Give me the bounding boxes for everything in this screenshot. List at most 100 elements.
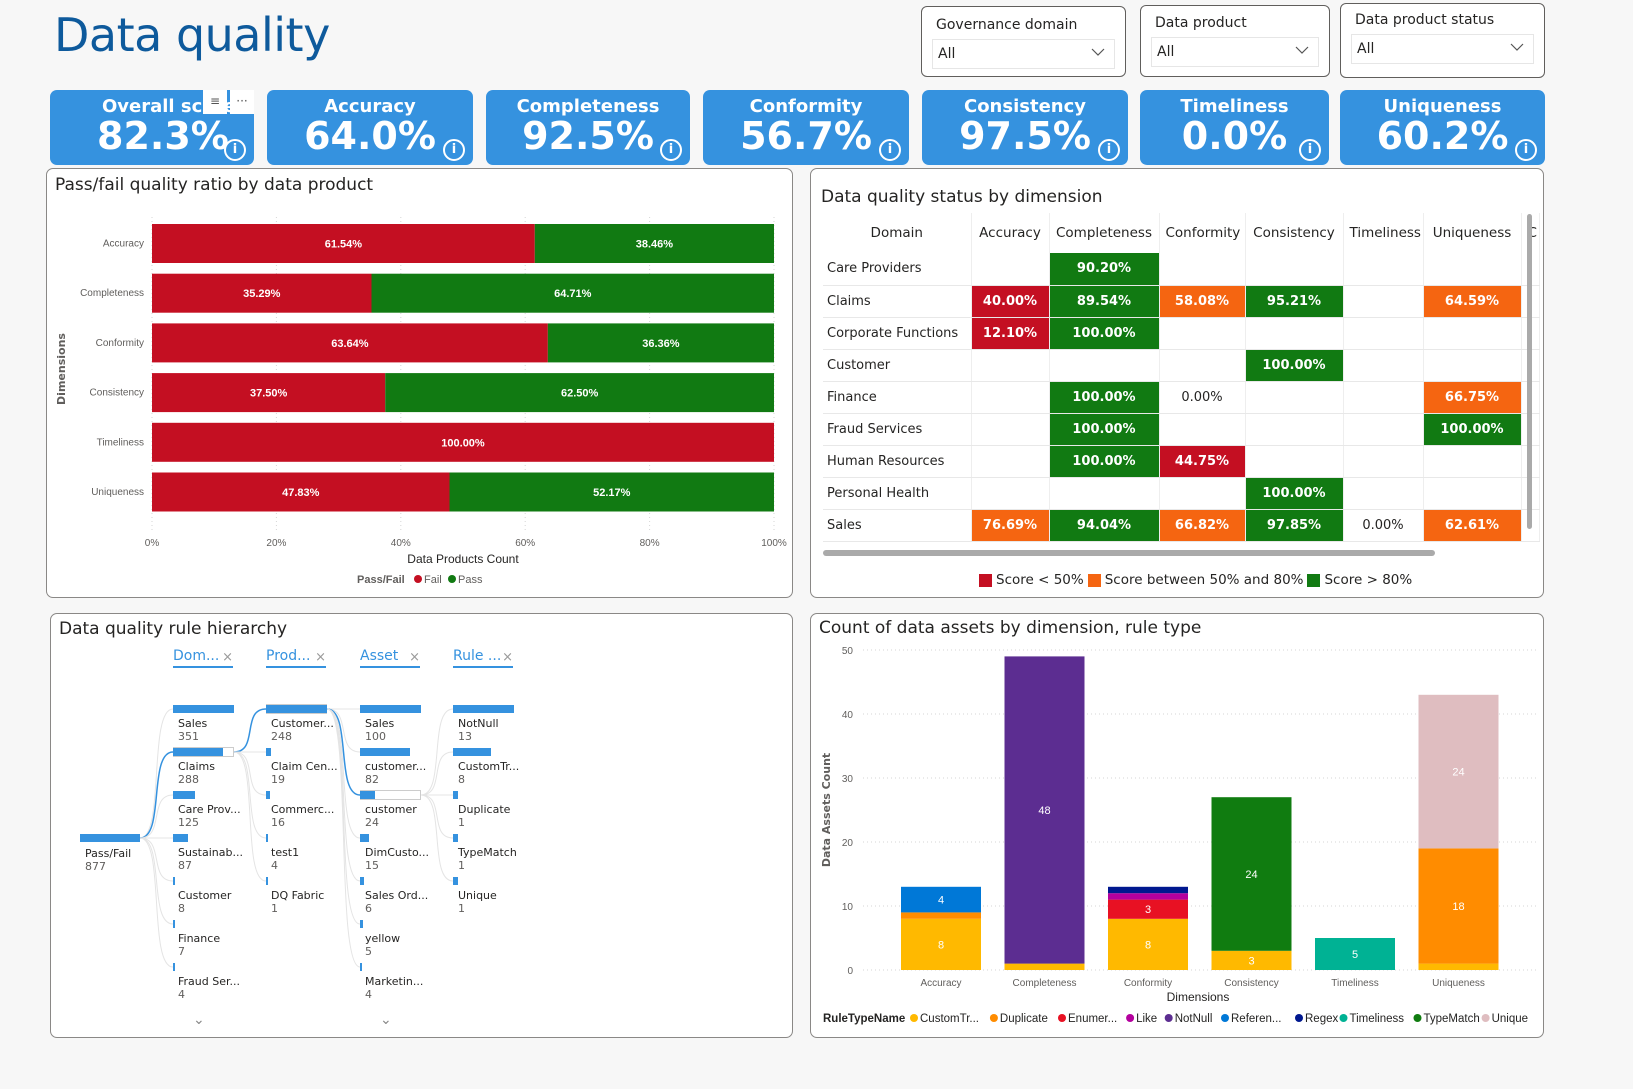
bar-segment[interactable] — [1004, 656, 1085, 964]
legend-item[interactable]: Fail — [424, 574, 442, 586]
bar-segment[interactable] — [1108, 899, 1188, 919]
domain-cell[interactable]: Human Resources — [823, 445, 972, 478]
governance-domain-dropdown[interactable]: All — [932, 39, 1115, 69]
score-cell[interactable] — [1159, 413, 1246, 446]
score-cell[interactable] — [1423, 349, 1522, 382]
tree-node[interactable]: Customer 8 — [178, 889, 231, 915]
level-header[interactable]: Prod... × — [266, 648, 326, 668]
score-cell[interactable] — [1245, 381, 1344, 414]
score-cell[interactable] — [1343, 477, 1424, 510]
score-cell[interactable]: 100.00% — [1049, 381, 1160, 414]
expand-more-icon[interactable]: ⌄ — [380, 1012, 392, 1028]
node-bar[interactable] — [453, 705, 514, 713]
score-cell[interactable] — [1159, 253, 1246, 286]
info-icon[interactable]: i — [443, 139, 465, 161]
tree-node[interactable]: DQ Fabric 1 — [271, 889, 324, 915]
score-cell[interactable] — [1245, 253, 1344, 286]
bar-segment[interactable] — [1108, 918, 1188, 970]
bar-pass[interactable] — [385, 373, 774, 413]
column-header[interactable]: Timeliness — [1343, 213, 1424, 253]
node-bar[interactable] — [360, 920, 364, 928]
close-icon[interactable]: × — [409, 650, 420, 665]
tree-node[interactable]: DimCusto... 15 — [365, 846, 429, 872]
kpi-card-timeliness[interactable]: Timeliness 0.0% i — [1140, 90, 1329, 165]
bar-segment[interactable] — [1418, 694, 1499, 849]
legend-item[interactable]: CustomTr... — [920, 1013, 979, 1025]
node-bar[interactable] — [453, 834, 458, 842]
score-cell[interactable]: 100.00% — [1245, 349, 1344, 382]
score-cell[interactable] — [1245, 445, 1344, 478]
tree-node[interactable]: customer... 82 — [365, 760, 426, 786]
score-cell[interactable] — [971, 253, 1050, 286]
tree-node[interactable]: NotNull 13 — [458, 717, 499, 743]
node-bar[interactable] — [360, 791, 375, 799]
score-cell[interactable]: 66.75% — [1423, 381, 1522, 414]
tree-node[interactable]: Finance 7 — [178, 932, 220, 958]
score-cell[interactable]: 94.04% — [1049, 509, 1160, 542]
close-icon[interactable]: × — [315, 650, 326, 665]
level-header[interactable]: Dom... × — [173, 648, 233, 668]
legend-item[interactable]: TypeMatch — [1424, 1013, 1480, 1025]
score-cell[interactable]: 12.10% — [971, 317, 1050, 350]
node-bar[interactable] — [266, 791, 270, 799]
column-header[interactable]: Conformity — [1159, 213, 1246, 253]
kpi-card-completeness[interactable]: Completeness 92.5% i — [486, 90, 690, 165]
score-cell[interactable]: 66.82% — [1159, 509, 1246, 542]
bar-segment[interactable] — [1418, 848, 1499, 964]
node-bar[interactable] — [173, 877, 175, 885]
bar-fail[interactable] — [152, 273, 372, 313]
legend-item[interactable]: Regex — [1305, 1013, 1338, 1025]
kpi-card-conformity[interactable]: Conformity 56.7% i — [703, 90, 909, 165]
bar-segment[interactable] — [1108, 886, 1188, 894]
score-cell[interactable]: 62.61% — [1423, 509, 1522, 542]
legend-item[interactable]: Duplicate — [1000, 1013, 1048, 1025]
score-cell[interactable] — [1159, 317, 1246, 350]
score-cell[interactable]: 44.75% — [1159, 445, 1246, 478]
node-bar[interactable] — [360, 748, 411, 756]
close-icon[interactable]: × — [502, 650, 513, 665]
legend-item[interactable]: NotNull — [1175, 1013, 1213, 1025]
node-bar[interactable] — [173, 791, 195, 799]
node-bar[interactable] — [266, 748, 271, 756]
tree-node[interactable]: Sustainab... 87 — [178, 846, 243, 872]
score-cell[interactable] — [1423, 445, 1522, 478]
node-bar[interactable] — [453, 748, 491, 756]
bar-pass[interactable] — [371, 273, 774, 313]
score-cell[interactable] — [1423, 477, 1522, 510]
tree-node[interactable]: TypeMatch 1 — [458, 846, 517, 872]
tree-node[interactable]: Customer... 248 — [271, 717, 334, 743]
legend-item[interactable]: Timeliness — [1350, 1013, 1405, 1025]
domain-cell[interactable]: Corporate Functions — [823, 317, 972, 350]
score-cell[interactable] — [971, 477, 1050, 510]
tree-node[interactable]: Commerc... 16 — [271, 803, 334, 829]
score-cell[interactable] — [1343, 317, 1424, 350]
bar-fail[interactable] — [152, 224, 535, 263]
domain-cell[interactable]: Personal Health — [823, 477, 972, 510]
score-cell[interactable]: 100.00% — [1423, 413, 1522, 446]
tree-node[interactable]: test1 4 — [271, 846, 299, 872]
legend-item[interactable]: Unique — [1492, 1013, 1528, 1025]
score-cell[interactable] — [1343, 349, 1424, 382]
bar-segment[interactable] — [1211, 950, 1292, 970]
kpi-card-consistency[interactable]: Consistency 97.5% i — [922, 90, 1128, 165]
tree-node[interactable]: Care Prov... 125 — [178, 803, 241, 829]
score-cell[interactable] — [1343, 253, 1424, 286]
expand-more-icon[interactable]: ⌄ — [193, 1012, 205, 1028]
column-header[interactable]: Completeness — [1049, 213, 1160, 253]
bar-fail[interactable] — [152, 323, 548, 363]
score-cell[interactable] — [1343, 381, 1424, 414]
column-header[interactable]: Uniqueness — [1423, 213, 1522, 253]
bar-segment[interactable] — [1108, 893, 1188, 900]
data-product-status-dropdown[interactable]: All — [1351, 34, 1534, 64]
bar-segment[interactable] — [1211, 797, 1292, 951]
bar-pass[interactable] — [534, 224, 774, 263]
info-icon[interactable]: i — [224, 139, 246, 161]
node-bar[interactable] — [360, 834, 370, 842]
node-bar[interactable] — [266, 834, 268, 842]
tree-node[interactable]: yellow 5 — [365, 932, 400, 958]
legend-item[interactable]: Referen... — [1231, 1013, 1282, 1025]
score-cell[interactable] — [1343, 413, 1424, 446]
horizontal-scrollbar[interactable] — [823, 550, 1435, 556]
tree-node[interactable]: Sales 351 — [178, 717, 207, 743]
bar-segment[interactable] — [901, 918, 981, 970]
